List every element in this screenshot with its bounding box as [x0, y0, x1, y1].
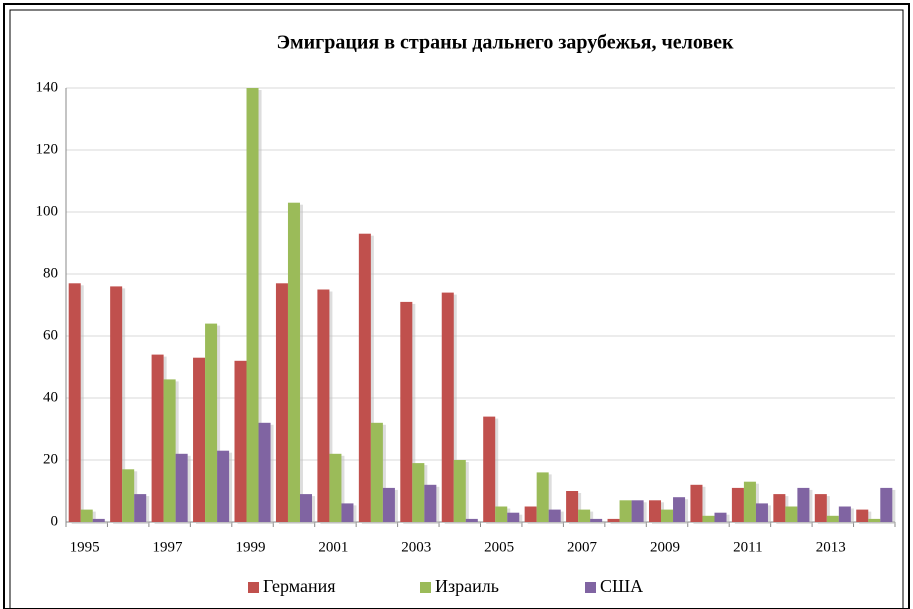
bar: [785, 506, 798, 522]
bar: [134, 494, 147, 522]
legend-swatch: [585, 582, 596, 593]
y-tick-label: 120: [36, 141, 59, 157]
bar: [838, 506, 851, 522]
bar: [163, 379, 176, 522]
legend-label: Израиль: [435, 576, 499, 596]
chart-title: Эмиграция в страны дальнего зарубежья, ч…: [276, 32, 734, 54]
bar: [619, 500, 632, 522]
bar: [217, 450, 230, 522]
y-tick-label: 20: [43, 451, 58, 467]
bar: [205, 323, 218, 522]
bar: [358, 233, 371, 522]
x-tick-label: 2009: [650, 539, 680, 555]
bar: [441, 292, 454, 522]
bar: [524, 506, 537, 522]
bar-shadow: [871, 520, 884, 524]
legend-label: Германия: [263, 576, 336, 596]
bar: [382, 487, 395, 522]
bar: [773, 494, 786, 522]
bar: [175, 453, 188, 522]
bar: [880, 487, 893, 522]
bar: [673, 497, 686, 522]
bar: [797, 487, 810, 522]
legend-swatch: [420, 582, 431, 593]
x-tick-label: 2007: [567, 539, 598, 555]
bar-shadow: [610, 520, 623, 524]
bar: [246, 88, 259, 522]
x-tick-label: 1995: [70, 539, 100, 555]
bar: [826, 515, 839, 522]
bar: [566, 491, 579, 522]
bar: [258, 422, 271, 522]
x-tick-label: 2013: [816, 539, 846, 555]
bar: [714, 512, 727, 522]
bar: [299, 494, 313, 522]
bar: [743, 481, 756, 522]
bar: [731, 487, 744, 522]
bar: [234, 360, 247, 522]
y-tick-label: 140: [36, 79, 59, 95]
bar: [702, 515, 715, 522]
bar: [868, 518, 881, 522]
bar: [151, 354, 164, 522]
bar: [495, 506, 508, 522]
x-tick-label: 1999: [235, 539, 265, 555]
bar: [453, 460, 466, 522]
x-tick-label: 2005: [484, 539, 514, 555]
bar: [275, 283, 288, 522]
inner-frame: [9, 9, 904, 609]
bar: [483, 416, 496, 522]
bar: [755, 503, 768, 522]
bar: [690, 484, 703, 522]
bar: [370, 422, 383, 522]
y-tick-label: 40: [43, 389, 58, 405]
bar: [607, 518, 620, 522]
bar: [590, 518, 603, 522]
legend-label: США: [600, 576, 643, 596]
bar: [412, 463, 425, 522]
bar: [856, 509, 869, 522]
bar: [92, 518, 105, 522]
bar: [424, 484, 437, 522]
y-tick-label: 80: [43, 265, 58, 281]
bar: [317, 289, 330, 522]
bar-shadow: [95, 520, 108, 524]
bar: [814, 494, 827, 522]
bar: [507, 512, 520, 522]
bar: [548, 509, 561, 522]
bar-shadow: [468, 520, 481, 524]
bar: [661, 509, 674, 522]
bar: [341, 503, 354, 522]
y-tick-label: 0: [51, 513, 59, 529]
bar: [465, 518, 478, 522]
x-tick-label: 2001: [318, 539, 348, 555]
bar: [80, 509, 93, 522]
bar: [578, 509, 591, 522]
bar: [536, 472, 549, 522]
bar: [400, 301, 413, 522]
bar: [287, 202, 300, 522]
x-tick-label: 1997: [153, 539, 184, 555]
bar: [193, 357, 206, 522]
bar: [648, 500, 662, 522]
bar: [110, 286, 123, 522]
x-tick-label: 2011: [733, 539, 762, 555]
legend-swatch: [248, 582, 259, 593]
bar: [631, 500, 644, 522]
y-tick-label: 100: [36, 203, 59, 219]
bar: [122, 469, 135, 522]
bar-shadow: [593, 520, 606, 524]
y-tick-label: 60: [43, 327, 58, 343]
bar: [329, 453, 342, 522]
bar: [68, 283, 81, 522]
x-tick-label: 2003: [401, 539, 431, 555]
